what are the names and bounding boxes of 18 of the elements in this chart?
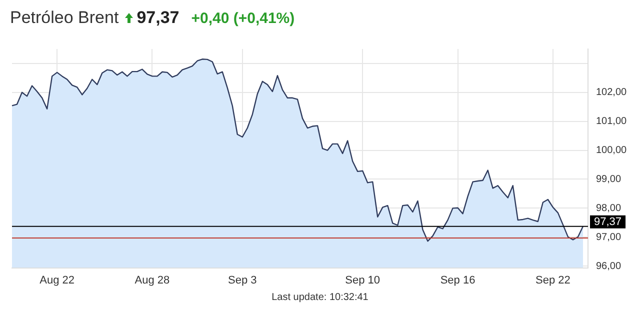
x-tick-label: Sep 22 (536, 274, 570, 286)
text: +0,40 (+0,41%) (191, 10, 295, 26)
y-tick-label: 102,00 (596, 87, 628, 98)
y-tick-label: 96,00 (596, 260, 622, 272)
y-tick-label: 98,00 (596, 202, 622, 214)
x-tick-label: Sep 16 (440, 274, 476, 286)
x-tick-label: Aug 22 (40, 274, 75, 286)
y-tick-label: 97,00 (596, 232, 622, 243)
chart-subtitle: 97,37 (136, 8, 180, 28)
y-tick-label: 99,00 (596, 174, 622, 185)
text: Last update: 10:32:41 (270, 292, 370, 303)
x-tick-label: Sep 3 (228, 274, 257, 286)
x-tick-label: Aug 28 (134, 274, 170, 286)
y-tick-label: 101,00 (596, 116, 628, 128)
ref-line-label: 97,37 (594, 216, 622, 228)
x-tick-label: Sep 10 (345, 274, 380, 286)
chart-title: Petróleo Brent (10, 8, 119, 28)
y-tick-label: 100,00 (596, 145, 628, 156)
